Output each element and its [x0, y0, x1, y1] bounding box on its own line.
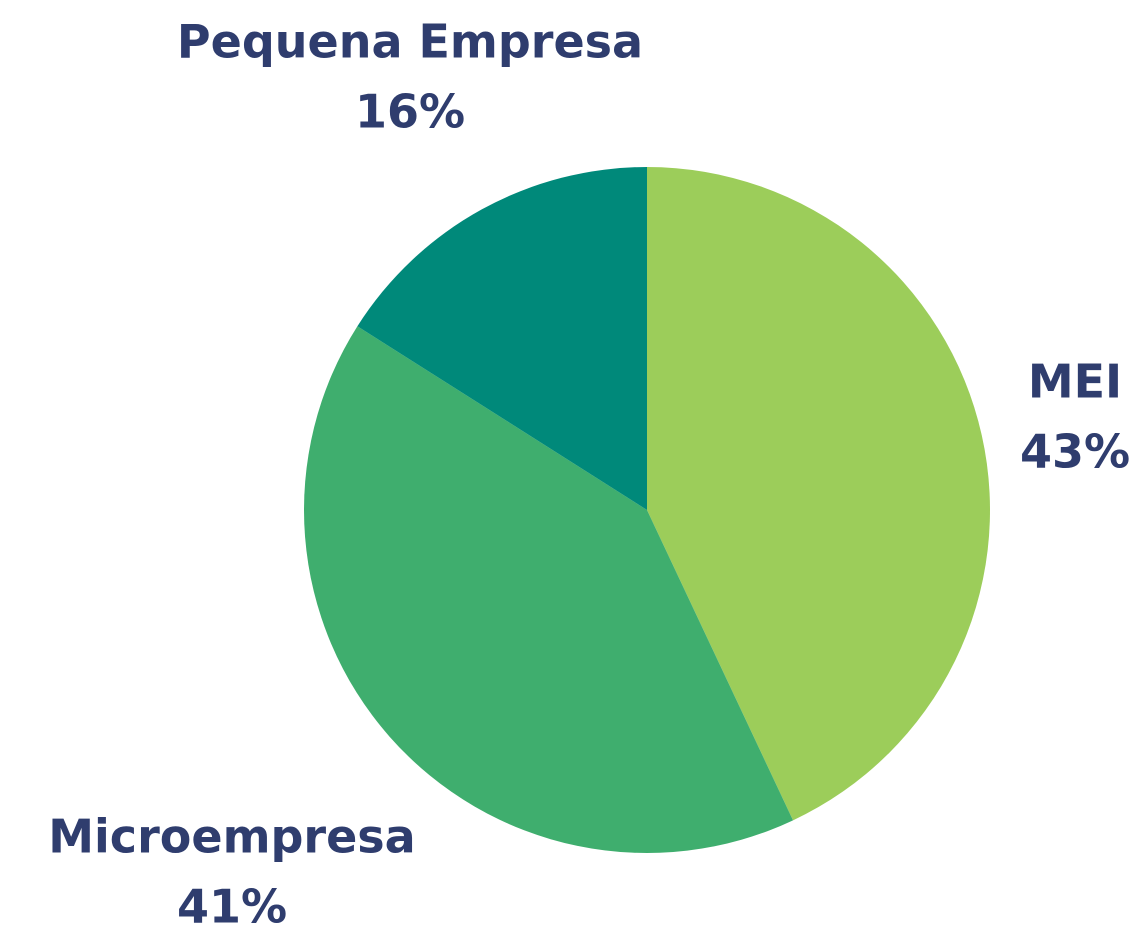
- pie-slice: [647, 167, 990, 821]
- slice-label: MEI: [1028, 355, 1122, 409]
- pie-slice: [357, 167, 647, 510]
- slice-value-label: 43%: [1020, 425, 1130, 479]
- slice-label: Pequena Empresa: [177, 15, 643, 69]
- slice-value-label: 16%: [355, 85, 465, 139]
- pie-slice: [304, 326, 794, 853]
- slice-value-label: 41%: [177, 880, 287, 934]
- slice-label: Microempresa: [48, 810, 415, 864]
